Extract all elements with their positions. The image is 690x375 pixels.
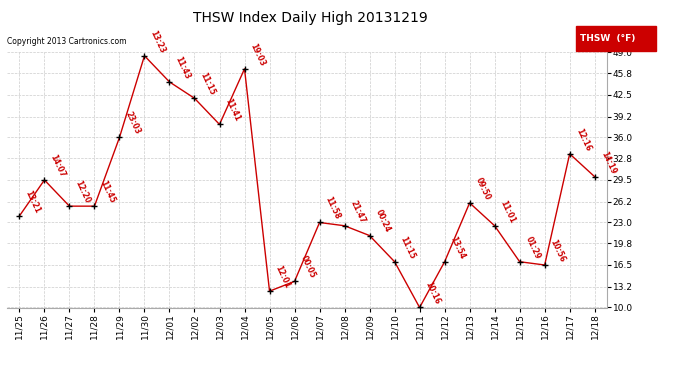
Text: 11:43: 11:43 xyxy=(174,55,192,81)
Text: THSW Index Daily High 20131219: THSW Index Daily High 20131219 xyxy=(193,11,428,25)
Text: 13:23: 13:23 xyxy=(148,29,167,54)
Text: THSW  (°F): THSW (°F) xyxy=(580,34,635,43)
Text: 12:16: 12:16 xyxy=(574,127,592,153)
Text: 19:03: 19:03 xyxy=(248,42,267,68)
Text: 12:20: 12:20 xyxy=(74,179,92,205)
Text: 11:01: 11:01 xyxy=(499,199,518,224)
Text: 11:45: 11:45 xyxy=(99,179,117,205)
Text: 10:56: 10:56 xyxy=(549,238,567,264)
Text: 00:05: 00:05 xyxy=(299,254,317,280)
Text: Copyright 2013 Cartronics.com: Copyright 2013 Cartronics.com xyxy=(7,38,126,46)
Text: 11:58: 11:58 xyxy=(324,195,342,221)
Text: 09:50: 09:50 xyxy=(474,176,492,201)
Text: 12:01: 12:01 xyxy=(274,264,292,290)
Text: 00:24: 00:24 xyxy=(374,209,392,234)
Text: 11:15: 11:15 xyxy=(199,71,217,97)
Text: 21:47: 21:47 xyxy=(348,199,367,224)
Text: 14:19: 14:19 xyxy=(599,150,618,176)
Text: 13:54: 13:54 xyxy=(448,235,467,260)
Text: 13:21: 13:21 xyxy=(23,189,42,214)
Text: 14:07: 14:07 xyxy=(48,153,67,178)
Text: 23:03: 23:03 xyxy=(124,111,142,136)
Text: 11:41: 11:41 xyxy=(224,98,242,123)
Text: 11:15: 11:15 xyxy=(399,235,417,260)
Text: 01:29: 01:29 xyxy=(524,235,542,260)
Text: 10:16: 10:16 xyxy=(424,280,442,306)
